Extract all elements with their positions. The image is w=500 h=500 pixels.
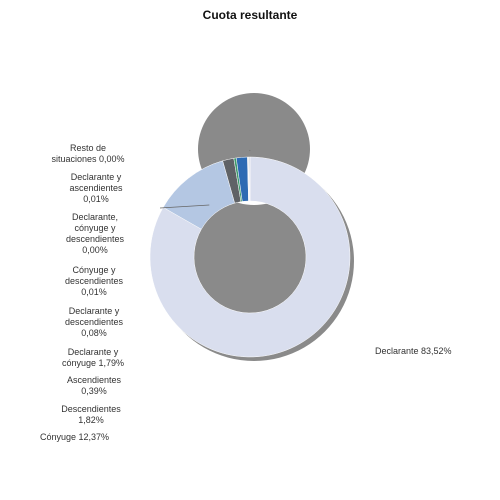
slice-label: Ascendientes 0,39%: [66, 375, 122, 396]
chart-title: Cuota resultante: [202, 8, 298, 22]
slice-label: Descendientes 1,82%: [61, 404, 121, 425]
slice-label: Cónyuge 12,37%: [40, 432, 110, 442]
leader-line-conyuge: [159, 204, 210, 209]
slice-label: Declarante 83,52%: [375, 346, 452, 356]
donut-slice-resto-de-situaciones: [249, 156, 251, 202]
slice-label: Declarante y cónyuge 1,79%: [61, 347, 125, 368]
donut-slice-declarante: [149, 156, 351, 358]
slice-label: Declarante, cónyuge y descendientes 0,00%: [65, 212, 125, 255]
slice-label: Declarante y descendientes 0,08%: [64, 306, 124, 338]
slice-label: Resto de situaciones 0,00%: [51, 143, 125, 164]
slice-label: Declarante y ascendientes 0,01%: [69, 172, 123, 204]
slice-label: Cónyuge y descendientes 0,01%: [64, 265, 124, 297]
